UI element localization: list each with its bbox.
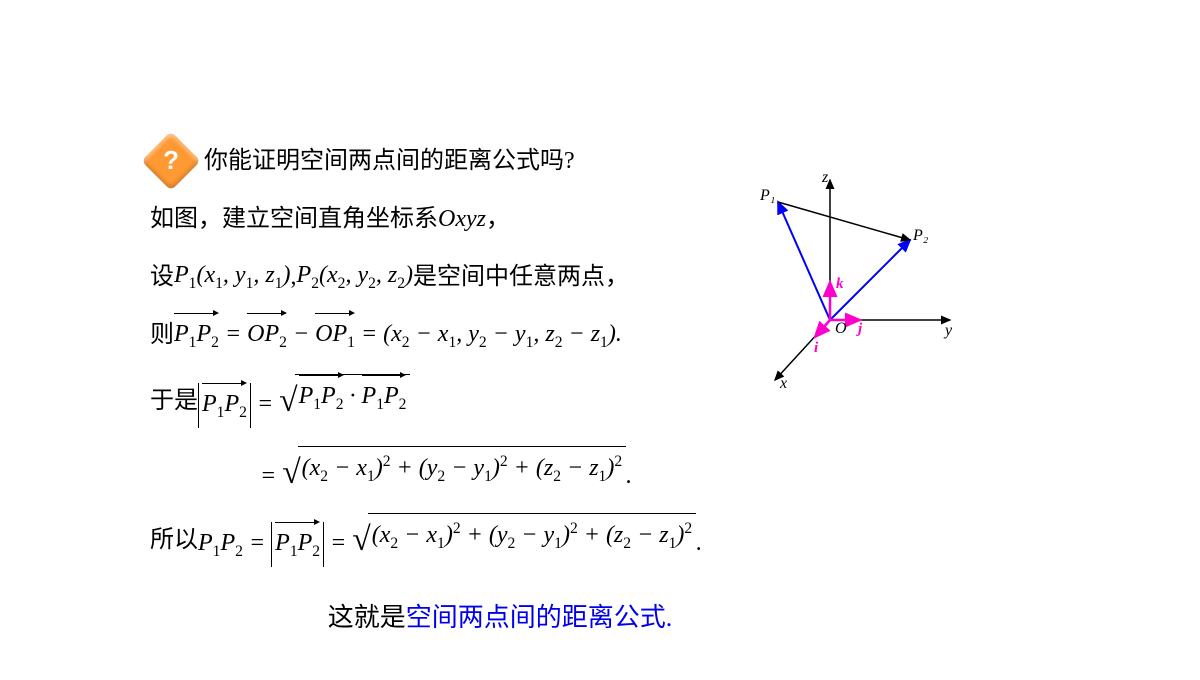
label-y: y (943, 322, 953, 339)
formula-name: 空间两点间的距离公式. (406, 603, 673, 632)
label-x: x (779, 375, 787, 390)
label-k: k (836, 276, 844, 292)
question-text: 你能证明空间两点间的距离公式吗? (204, 142, 575, 180)
vector-p1p2 (778, 202, 910, 240)
question-mark-icon: ? (141, 131, 200, 190)
basis-i (815, 320, 830, 337)
label-z: z (821, 170, 829, 186)
coordinate-diagram: z y x O P₁ P₂ i j k (720, 170, 960, 390)
label-p1: P₁ (759, 187, 775, 204)
result-line: 所以 P1P2 = P1P2 = √ (x2 − x1)2 + (y2 − y1… (150, 513, 1050, 567)
label-j: j (856, 321, 863, 337)
vector-op1 (778, 202, 830, 320)
label-p2: P₂ (912, 227, 929, 244)
label-origin: O (835, 320, 847, 337)
conclusion-line: 这就是空间两点间的距离公式. (150, 597, 850, 634)
magnitude-line-2: = √ (x2 − x1)2 + (y2 − y1)2 + (z2 − z1)2… (260, 446, 1050, 496)
label-i: i (814, 340, 819, 356)
